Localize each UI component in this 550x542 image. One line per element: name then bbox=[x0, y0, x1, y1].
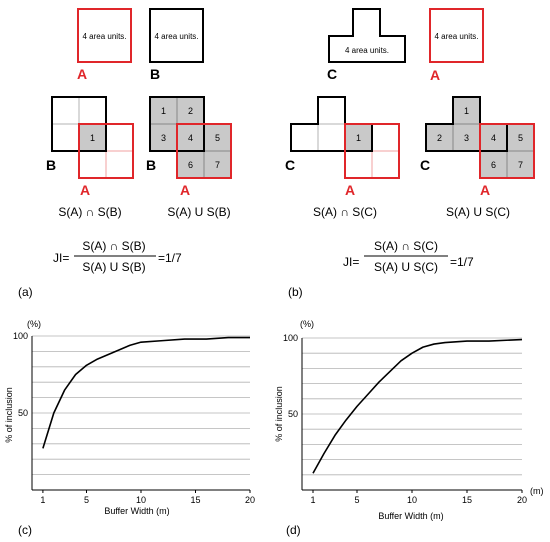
overlap-cell bbox=[79, 124, 106, 151]
cell-label: 6 bbox=[188, 160, 193, 170]
union-diagram: 1 2 3 4 5 6 7 B A S(A) U S(B) bbox=[146, 96, 232, 219]
intersection-caption: S(A) ∩ S(C) bbox=[313, 205, 377, 219]
union-caption: S(A) U S(B) bbox=[167, 205, 230, 219]
shape-c-label: C bbox=[285, 157, 295, 173]
x-tick-label: 15 bbox=[190, 495, 200, 505]
cell-label: 3 bbox=[161, 133, 166, 143]
x-axis-label: Buffer Width (m) bbox=[104, 506, 169, 516]
shape-a-label: A bbox=[77, 66, 87, 82]
cell-label: 3 bbox=[464, 133, 469, 143]
x-tick-label: 5 bbox=[84, 495, 89, 505]
shape-a-label: A bbox=[180, 182, 190, 198]
ji-denominator: S(A) U S(C) bbox=[374, 260, 438, 274]
shape-a-label: A bbox=[345, 182, 355, 198]
x-tick-label: 20 bbox=[245, 495, 255, 505]
shape-c-label: C bbox=[327, 66, 337, 82]
ji-value: =1/7 bbox=[450, 255, 474, 269]
series-line bbox=[312, 338, 523, 474]
panel-a: 4 area units. A 4 area units. B 1 B A S(… bbox=[18, 8, 232, 299]
t-shape-c bbox=[328, 8, 406, 63]
area-label: 4 area units. bbox=[82, 32, 126, 41]
cell-label: 1 bbox=[90, 133, 95, 143]
y-axis-label: % of inclusion bbox=[4, 387, 14, 443]
square-a bbox=[77, 8, 132, 63]
cell-label: 1 bbox=[356, 133, 361, 143]
cell-label: 2 bbox=[188, 106, 193, 116]
union-caption: S(A) U S(C) bbox=[446, 205, 510, 219]
x-tick-label: 5 bbox=[354, 495, 359, 505]
intersection-diagram: 1 B A S(A) ∩ S(B) bbox=[46, 96, 134, 219]
unit-label: (%) bbox=[27, 319, 41, 329]
ji-numerator: S(A) ∩ S(C) bbox=[374, 239, 438, 253]
cell-label: 7 bbox=[215, 160, 220, 170]
cell-label: 4 bbox=[491, 133, 496, 143]
chart-c: (%) % of inclusion Buffer Width (m) (c) … bbox=[4, 319, 255, 537]
x-tick-label: 10 bbox=[136, 495, 146, 505]
y-tick-label: 100 bbox=[283, 333, 298, 343]
square-a bbox=[78, 123, 134, 179]
x-tick-label: 1 bbox=[40, 495, 45, 505]
y-tick-label: 100 bbox=[13, 331, 28, 341]
y-tick-label: 50 bbox=[288, 409, 298, 419]
ji-prefix: JI= bbox=[53, 251, 69, 265]
shape-a-label: A bbox=[430, 67, 440, 83]
square-a bbox=[479, 123, 535, 179]
cell-label: 4 bbox=[188, 133, 193, 143]
cell-label: 1 bbox=[464, 106, 469, 116]
ji-numerator: S(A) ∩ S(B) bbox=[82, 239, 145, 253]
shape-b-label: B bbox=[146, 157, 156, 173]
ji-formula: JI= S(A) ∩ S(C) S(A) U S(C) =1/7 bbox=[343, 239, 474, 274]
ji-value: =1/7 bbox=[158, 251, 182, 265]
ji-denominator: S(A) U S(B) bbox=[82, 260, 145, 274]
shape-c-label: C bbox=[420, 157, 430, 173]
cell-label: 1 bbox=[161, 106, 166, 116]
x-tick-label: 10 bbox=[407, 495, 417, 505]
x-tick-label: 1 bbox=[310, 495, 315, 505]
cell-label: 7 bbox=[518, 160, 523, 170]
shape-b-label: B bbox=[150, 66, 160, 82]
ji-formula: JI= S(A) ∩ S(B) S(A) U S(B) =1/7 bbox=[53, 239, 182, 274]
square-a bbox=[176, 123, 232, 179]
area-label: 4 area units. bbox=[434, 32, 478, 41]
chart-d: (%) (m) % of inclusion Buffer Width (m) … bbox=[274, 319, 544, 537]
cell-label: 6 bbox=[491, 160, 496, 170]
panel-tag: (a) bbox=[18, 285, 33, 299]
intersection-caption: S(A) ∩ S(B) bbox=[58, 205, 121, 219]
cell-label: 5 bbox=[518, 133, 523, 143]
unit-label: (%) bbox=[300, 319, 314, 329]
x-tick-label: 15 bbox=[462, 495, 472, 505]
x-unit-label: (m) bbox=[530, 486, 544, 496]
intersection-diagram: 1 C A S(A) ∩ S(C) bbox=[285, 96, 400, 219]
area-label: 4 area units. bbox=[345, 46, 389, 55]
chart-tag: (c) bbox=[18, 523, 32, 537]
chart-tag: (d) bbox=[286, 523, 301, 537]
square-b bbox=[149, 8, 204, 63]
y-tick-label: 50 bbox=[18, 408, 28, 418]
shape-a-label: A bbox=[80, 182, 90, 198]
x-tick-label: 20 bbox=[517, 495, 527, 505]
ji-prefix: JI= bbox=[343, 255, 359, 269]
shape-b-label: B bbox=[46, 157, 56, 173]
shape-a-label: A bbox=[480, 182, 490, 198]
cell-label: 5 bbox=[215, 133, 220, 143]
series-line bbox=[42, 336, 250, 449]
x-axis-label: Buffer Width (m) bbox=[378, 511, 443, 521]
square-a bbox=[429, 8, 484, 63]
cell-label: 2 bbox=[437, 133, 442, 143]
union-diagram: 1 2 3 4 5 6 7 C A S(A) U S(C) bbox=[420, 96, 535, 219]
panel-b: 4 area units. C 4 area units. A 1 C A S(… bbox=[285, 8, 535, 299]
y-axis-label: % of inclusion bbox=[274, 386, 284, 442]
square-a bbox=[344, 123, 400, 179]
panel-tag: (b) bbox=[288, 285, 303, 299]
area-label: 4 area units. bbox=[154, 32, 198, 41]
